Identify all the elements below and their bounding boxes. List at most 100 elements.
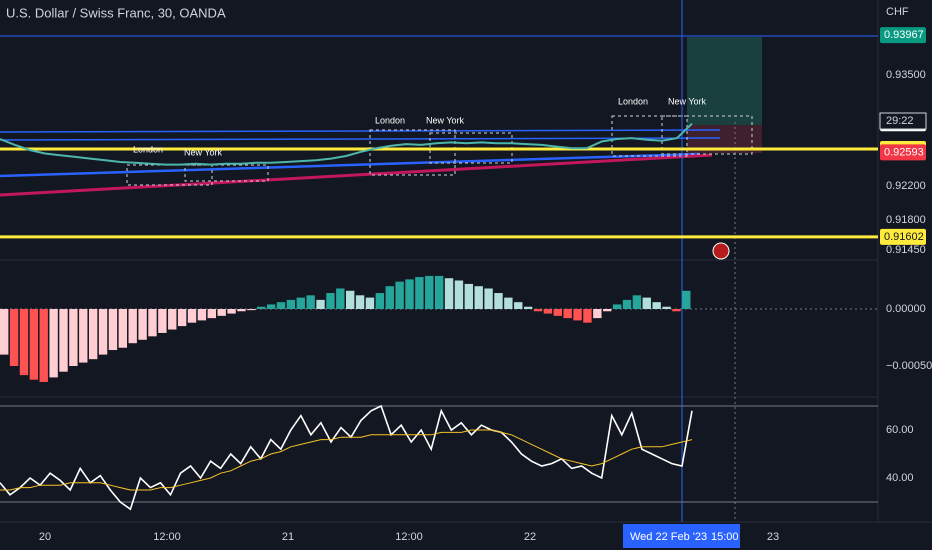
- rsi-tick-label: 60.00: [886, 424, 914, 436]
- macd-bar: [276, 302, 286, 309]
- macd-bar: [385, 286, 394, 309]
- countdown: 29:22: [886, 115, 914, 127]
- macd-bar: [622, 299, 632, 309]
- macd-bar: [583, 309, 592, 323]
- long-position-target[interactable]: [687, 37, 762, 125]
- time-tick-label: 23: [767, 531, 779, 543]
- rsi-ma-line: [0, 429, 693, 491]
- macd-bar: [79, 309, 88, 363]
- macd-bar: [632, 295, 642, 309]
- trend-line[interactable]: [0, 137, 721, 141]
- price-tick-label: 0.92200: [886, 180, 926, 192]
- macd-bar: [474, 286, 483, 309]
- currency-label: CHF: [886, 6, 909, 18]
- macd-bar: [642, 297, 651, 309]
- macd-bar: [326, 293, 335, 309]
- session-label: New York: [668, 96, 707, 106]
- macd-bar: [266, 304, 276, 309]
- symbol-title[interactable]: U.S. Dollar / Swiss Franc, 30, OANDA: [6, 5, 226, 20]
- macd-bar: [177, 309, 187, 327]
- macd-tick-label: 0.00000: [886, 303, 926, 315]
- macd-bar: [247, 309, 256, 311]
- time-tick-label: 12:00: [395, 531, 423, 543]
- macd-bar: [88, 309, 98, 360]
- macd-bar: [494, 293, 503, 309]
- macd-bar: [286, 299, 296, 309]
- macd-bar: [553, 309, 562, 316]
- macd-bar: [563, 309, 572, 319]
- macd-bar: [425, 275, 434, 309]
- macd-bar: [504, 297, 513, 309]
- macd-bar: [118, 309, 128, 348]
- price-line: [0, 122, 693, 166]
- macd-bar: [533, 309, 543, 312]
- macd-bar: [19, 309, 29, 376]
- macd-bar: [434, 275, 444, 309]
- macd-bar: [187, 309, 197, 323]
- session-box: [661, 115, 753, 155]
- rsi-line: [0, 404, 693, 511]
- macd-bar: [0, 309, 9, 355]
- macd-bar: [39, 309, 48, 382]
- price-tick-label: 0.93500: [886, 69, 926, 81]
- price-label-box: [880, 144, 926, 161]
- macd-bar: [237, 309, 246, 312]
- macd-bar: [593, 309, 602, 319]
- macd-bar: [464, 283, 474, 309]
- trend-line[interactable]: [0, 129, 721, 133]
- session-label: New York: [426, 115, 465, 125]
- macd-bar: [148, 309, 157, 337]
- session-box: [184, 164, 269, 182]
- macd-bar: [662, 306, 671, 309]
- macd-bar: [395, 281, 404, 309]
- macd-bar: [138, 309, 147, 340]
- macd-bar: [168, 309, 177, 330]
- macd-bar: [49, 309, 58, 378]
- time-tick-label: 20: [39, 531, 51, 543]
- macd-bar: [207, 309, 216, 319]
- trend-line[interactable]: [0, 153, 713, 197]
- macd-bar: [672, 309, 681, 312]
- macd-bar: [346, 290, 355, 309]
- price-tick-label: 0.91800: [886, 214, 926, 226]
- macd-bar: [336, 288, 345, 309]
- macd-bar: [217, 309, 226, 316]
- session-box: [611, 115, 688, 157]
- macd-bar: [108, 309, 118, 351]
- macd-bar: [484, 288, 493, 309]
- macd-bar: [128, 309, 137, 344]
- crosshair-time: 15:00: [711, 531, 739, 543]
- time-tick-label: 12:00: [153, 531, 181, 543]
- macd-bar: [158, 309, 167, 333]
- macd-bar: [375, 293, 385, 309]
- macd-bar: [415, 277, 424, 309]
- time-tick-label: 22: [524, 531, 536, 543]
- price-label-box: [880, 228, 926, 245]
- price-label-box: [880, 27, 926, 44]
- trend-line[interactable]: [0, 152, 701, 178]
- macd-tick-label: −0.00050: [886, 360, 932, 372]
- macd-bar: [29, 309, 39, 380]
- macd-bar: [296, 297, 305, 309]
- macd-bar: [365, 297, 375, 309]
- macd-bar: [316, 299, 325, 309]
- macd-bar: [306, 295, 315, 309]
- macd-bar: [454, 280, 464, 309]
- macd-bar: [98, 309, 108, 355]
- macd-bar: [543, 309, 553, 314]
- price-label: 0.93967: [884, 29, 924, 41]
- price-tick-label: 0.91450: [886, 244, 926, 256]
- event-flag[interactable]: [712, 242, 730, 260]
- session-label: London: [133, 144, 163, 154]
- rsi-tick-label: 40.00: [886, 472, 914, 484]
- price-label: 0.92593: [884, 146, 924, 158]
- macd-bar: [9, 309, 19, 366]
- macd-bar: [197, 309, 207, 321]
- macd-bar: [603, 309, 612, 312]
- macd-bar: [573, 309, 582, 321]
- session-label: New York: [184, 147, 223, 157]
- time-tick-label: 21: [282, 531, 294, 543]
- macd-bar: [444, 278, 454, 309]
- crosshair-date: Wed 22 Feb '23: [630, 531, 707, 543]
